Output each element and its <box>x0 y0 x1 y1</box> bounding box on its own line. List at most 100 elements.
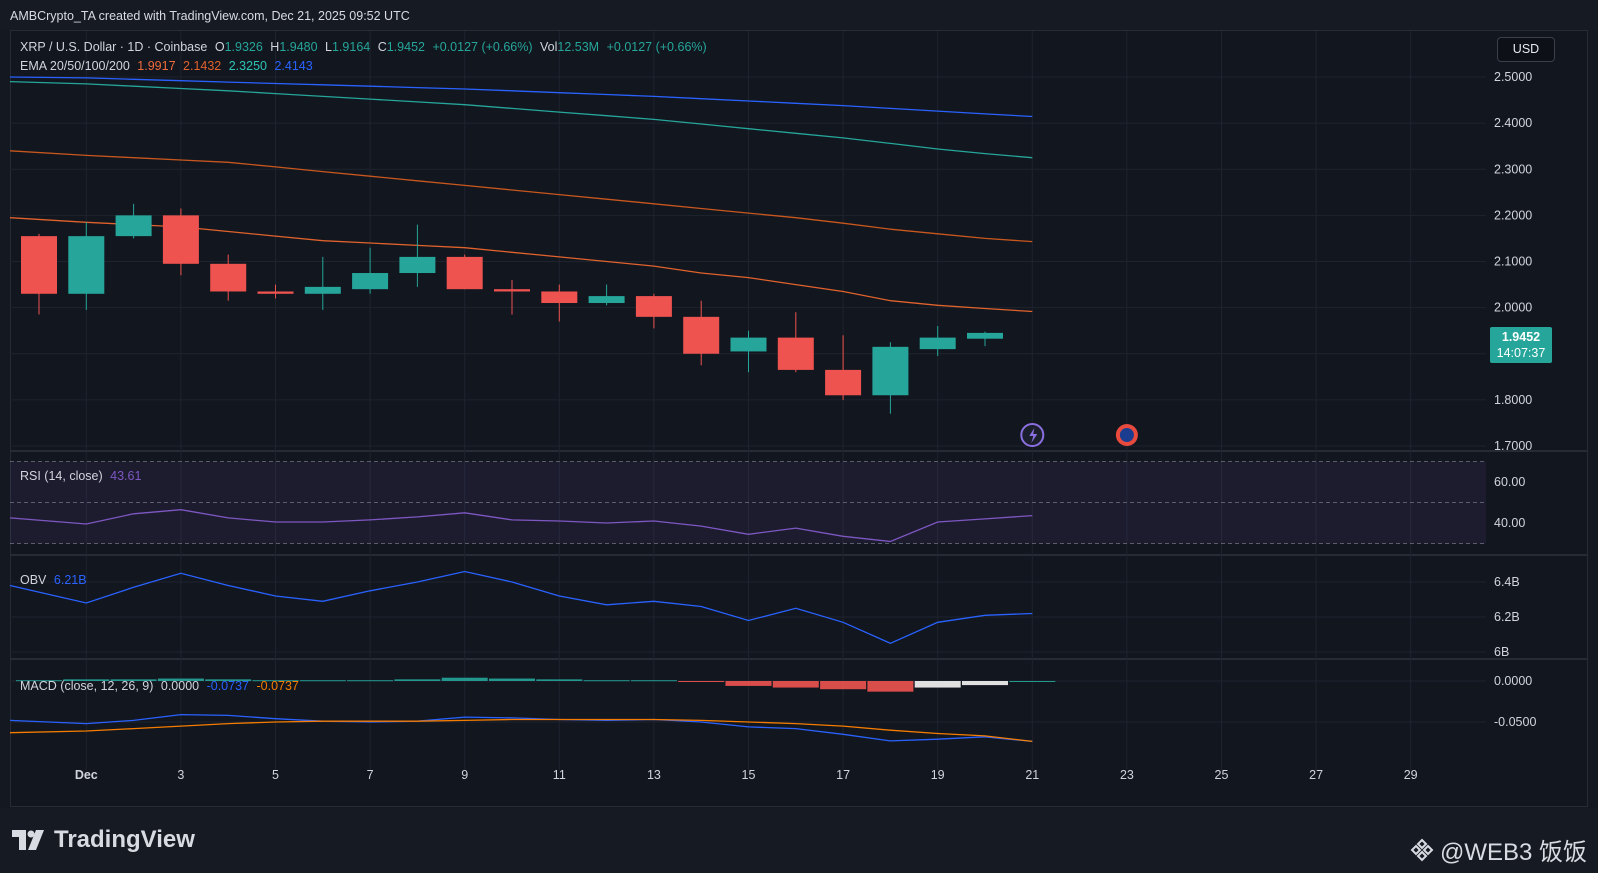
ema50-value: 2.1432 <box>183 59 222 73</box>
macd-label: MACD (close, 12, 26, 9) <box>20 679 154 693</box>
candle-body <box>730 337 767 352</box>
obv-label: OBV <box>20 573 47 587</box>
price-axis-label: 2.5000 <box>1494 70 1532 84</box>
ema-line-ema50 <box>9 150 1033 243</box>
chart-credit: AMBCrypto_TA created with TradingView.co… <box>10 9 410 23</box>
macd-histogram-bar-fading <box>962 681 1008 686</box>
ema-legend[interactable]: EMA 20/50/100/200 1.9917 2.1432 2.3250 2… <box>20 59 317 73</box>
symbol-legend[interactable]: XRP / U.S. Dollar · 1D · Coinbase O1.932… <box>20 40 711 54</box>
tradingview-mark-icon <box>12 830 44 850</box>
close-value: 1.9452 <box>386 40 425 54</box>
candle-body <box>257 291 294 294</box>
change-value: +0.0127 (+0.66%) <box>432 40 533 54</box>
obv-axis-label: 6.2B <box>1494 610 1520 624</box>
high-label: H <box>270 40 280 54</box>
bar-countdown: 14:07:37 <box>1496 346 1546 360</box>
volume-label: Vol <box>540 40 558 54</box>
macd-histogram-bar <box>772 681 819 688</box>
last-price-tag: 1.9452 14:07:37 <box>1490 327 1552 363</box>
volume-change: +0.0127 (+0.66%) <box>606 40 707 54</box>
macd-histogram-bar <box>441 677 488 681</box>
macd-histogram-bar <box>1009 681 1056 682</box>
candle-body <box>919 337 956 350</box>
price-axis-label: 1.7000 <box>1494 439 1532 453</box>
close-label: C <box>377 40 387 54</box>
x-tick-label: 27 <box>1309 768 1323 782</box>
candle-body <box>210 263 247 292</box>
high-value: 1.9480 <box>279 40 318 54</box>
rsi-legend[interactable]: RSI (14, close) 43.61 <box>20 469 145 483</box>
top-bar: AMBCrypto_TA created with TradingView.co… <box>0 0 1598 30</box>
x-tick-label: 23 <box>1120 768 1134 782</box>
macd-histogram-bar <box>16 680 62 682</box>
macd-histogram-bar <box>205 679 252 681</box>
ema-line-ema20 <box>9 217 1033 313</box>
candle-body <box>635 296 672 317</box>
candle-body <box>541 291 578 304</box>
x-tick-label: 21 <box>1025 768 1039 782</box>
macd-legend[interactable]: MACD (close, 12, 26, 9) 0.0000 -0.0737 -… <box>20 679 303 693</box>
price-axis-label: 2.1000 <box>1494 255 1532 269</box>
tradingview-brand: TradingView <box>54 826 195 853</box>
candle-body <box>68 236 105 294</box>
x-tick-label: 29 <box>1404 768 1418 782</box>
currency-button[interactable]: USD <box>1497 37 1555 62</box>
candle-body <box>825 369 862 396</box>
price-axis-label: 2.0000 <box>1494 301 1532 315</box>
candle-body <box>21 236 57 294</box>
obv-axis-label: 6.4B <box>1494 575 1520 589</box>
rsi-axis-label: 40.00 <box>1494 516 1525 530</box>
obv-value: 6.21B <box>53 573 87 587</box>
macd-line <box>9 713 1033 743</box>
symbol-name: XRP / U.S. Dollar · 1D · Coinbase <box>20 40 208 54</box>
macd-histogram-bar <box>536 679 583 681</box>
last-price: 1.9452 <box>1501 330 1541 344</box>
x-tick-label: 15 <box>742 768 756 782</box>
macd-signal-line <box>9 718 1033 743</box>
candle-body <box>446 256 483 290</box>
candle-body <box>115 215 152 237</box>
low-label: L <box>325 40 332 54</box>
macd-histogram-bar <box>394 679 441 681</box>
price-axis-label: 2.3000 <box>1494 162 1532 176</box>
low-value: 1.9164 <box>331 40 371 54</box>
candle-body <box>967 332 1003 339</box>
obv-line <box>9 570 1033 645</box>
macd-histogram-bar <box>630 680 677 682</box>
us-flag-inner-icon <box>1119 428 1134 442</box>
rsi-line <box>9 509 1033 543</box>
rsi-value: 43.61 <box>110 469 142 483</box>
x-tick-label: 7 <box>367 768 374 782</box>
candle-body <box>162 215 199 264</box>
candle-body <box>588 296 625 304</box>
bottom-bar <box>0 808 1598 873</box>
candle-body <box>399 256 436 274</box>
macd-line-value: -0.0737 <box>206 679 249 693</box>
macd-histogram-bar <box>489 678 535 681</box>
ema200-value: 2.4143 <box>274 59 313 73</box>
rsi-label: RSI (14, close) <box>20 469 103 483</box>
binance-diamond-icon <box>1410 838 1434 861</box>
tradingview-logo: TradingView <box>12 826 195 854</box>
open-value: 1.9326 <box>224 40 263 54</box>
macd-histogram-bar <box>867 681 914 692</box>
macd-histogram-bar <box>725 681 772 686</box>
obv-legend[interactable]: OBV 6.21B <box>20 573 91 587</box>
macd-axis-label: 0.0000 <box>1494 674 1532 688</box>
chart-frame[interactable] <box>10 30 1588 807</box>
macd-histogram-bar-fading <box>914 681 961 688</box>
macd-histogram-bar <box>347 680 394 682</box>
macd-histogram-bar <box>583 680 630 682</box>
ema-line-ema100 <box>9 80 1033 159</box>
rsi-axis-label: 60.00 <box>1494 475 1525 489</box>
candle-body <box>683 316 720 354</box>
candle-body <box>777 337 814 370</box>
macd-axis-label: -0.0500 <box>1494 715 1536 729</box>
x-tick-label: Dec <box>75 768 98 782</box>
candle-body <box>304 286 341 294</box>
macd-histogram-bar <box>820 681 867 690</box>
price-axis-label: 1.8000 <box>1494 393 1532 407</box>
macd-hist-value: 0.0000 <box>160 679 200 693</box>
ema100-value: 2.3250 <box>228 59 267 73</box>
